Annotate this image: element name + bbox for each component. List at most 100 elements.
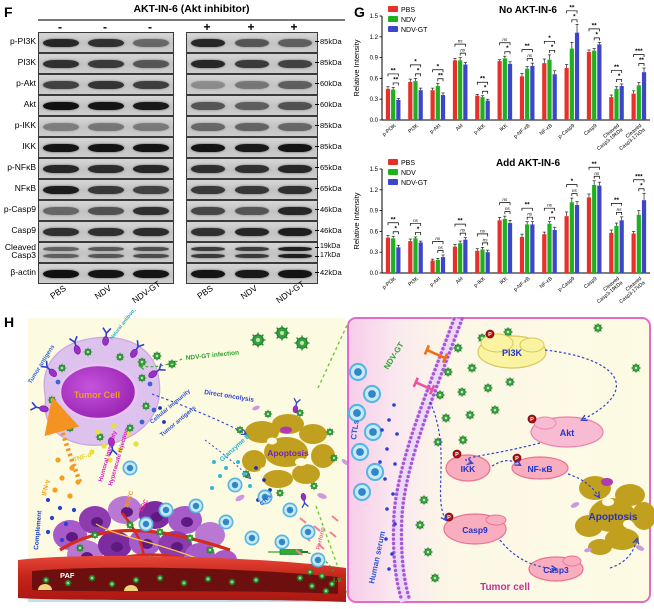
platelets — [38, 584, 138, 591]
molecular-weight-label: 46kDa — [320, 205, 342, 214]
x-tick-label: p-Casp9 — [557, 123, 576, 140]
blot-lane-group — [186, 32, 318, 53]
sig-bracket — [638, 188, 645, 192]
bar — [485, 100, 490, 120]
sig-label: * — [571, 178, 574, 185]
bar — [475, 250, 480, 273]
y-tick-label: 0.6 — [370, 229, 379, 235]
sig-bracket — [392, 231, 399, 235]
blot-band — [133, 164, 169, 173]
serum-dots — [378, 403, 399, 571]
sig-bracket — [633, 179, 645, 183]
blot-band — [133, 269, 169, 278]
panel-g-label: G — [354, 4, 365, 20]
molecular-weight-label: 65kDa — [320, 163, 342, 172]
treatment-sign: - — [58, 20, 62, 34]
bar — [485, 252, 490, 273]
sig-bracket — [521, 49, 533, 53]
bar — [413, 238, 418, 273]
nfkb-label: NF-κB — [527, 464, 552, 474]
bar — [502, 218, 507, 273]
y-tick-label: 0.0 — [370, 118, 379, 124]
blot-lane-group — [38, 53, 174, 74]
sig-label: ns — [502, 37, 508, 42]
molecular-weight-label: 85kDa — [320, 37, 342, 46]
blot-band — [88, 122, 124, 131]
blot-band — [278, 206, 312, 215]
blot-row-label: NFκB — [14, 183, 36, 193]
sig-label: ** — [525, 202, 530, 209]
bar — [430, 260, 435, 273]
blot-band — [235, 164, 269, 173]
y-tick-label: 1.5 — [370, 167, 379, 173]
sig-label: ** — [614, 64, 619, 71]
blot-band — [133, 227, 169, 236]
band-pointer-tick — [315, 256, 319, 257]
sig-bracket — [482, 242, 489, 246]
y-tick-label: 0.3 — [370, 97, 379, 103]
sig-label: ns — [594, 171, 600, 176]
x-tick-label: p-IKK — [473, 276, 487, 289]
chart-title: No AKT-IN-6 — [499, 5, 557, 16]
y-tick-label: 0.0 — [370, 271, 379, 277]
blot-band — [43, 246, 79, 251]
bar — [396, 247, 401, 273]
bar — [597, 44, 602, 120]
blot-band — [43, 185, 79, 194]
molecular-weight-label: 17kDa — [320, 252, 341, 259]
x-tick-label: IKK — [499, 123, 510, 133]
bar — [564, 68, 569, 120]
treatment-sign: - — [103, 20, 107, 34]
sig-bracket — [432, 69, 444, 73]
iv-injection-path — [307, 552, 335, 575]
blot-band — [133, 253, 169, 258]
sig-label: ** — [592, 161, 597, 168]
blot-band — [43, 206, 79, 215]
blot-lane-group — [38, 179, 174, 200]
y-axis-title: Relative Intensity — [352, 39, 361, 96]
sig-label: ns — [458, 39, 464, 44]
blot-band — [133, 59, 169, 68]
blot-lane-group — [38, 200, 174, 221]
sig-bracket — [571, 19, 578, 23]
lane-label: PBS — [48, 283, 68, 301]
sig-bracket — [593, 175, 600, 179]
bar — [530, 65, 535, 120]
blot-header-underline — [38, 19, 345, 21]
blot-row-label: Akt — [23, 99, 36, 109]
sig-label: * — [417, 67, 420, 74]
band-pointer-tick — [315, 125, 319, 126]
sig-label: ** — [393, 76, 398, 83]
bar-chart-no-akt-in-6: 0.0 0.3 0.6 0.9 1.2 1.5 Relative Intensity No A… — [352, 4, 650, 152]
lane-label: NDV — [238, 282, 260, 302]
bar — [574, 32, 580, 120]
x-tick-label: NF-κB — [539, 276, 555, 290]
blot-band — [133, 101, 169, 110]
bar — [641, 200, 647, 273]
y-tick-label: 0.9 — [370, 56, 379, 62]
akt-protein — [530, 416, 604, 448]
bar — [614, 88, 619, 120]
blot-band — [43, 269, 79, 278]
cell-fragments — [235, 405, 349, 502]
sig-bracket — [459, 232, 466, 236]
blot-band — [278, 185, 312, 194]
sig-bracket — [387, 73, 399, 77]
bar — [408, 81, 413, 120]
blot-lane-group — [186, 116, 318, 137]
sig-bracket — [409, 64, 422, 68]
sig-bracket — [610, 202, 623, 206]
bar — [547, 223, 552, 273]
blot-band — [88, 253, 124, 258]
blot-lane-group — [38, 74, 174, 95]
blot-lane-group — [186, 158, 318, 179]
bar — [497, 220, 502, 273]
blot-band — [235, 80, 269, 89]
blot-band — [43, 59, 79, 68]
bar — [592, 50, 597, 120]
sig-label: ** — [569, 4, 574, 11]
x-tick-label: Akt — [455, 123, 465, 133]
band-pointer-tick — [315, 247, 319, 248]
sig-label: ns — [460, 228, 466, 233]
legend-swatch — [388, 179, 398, 185]
